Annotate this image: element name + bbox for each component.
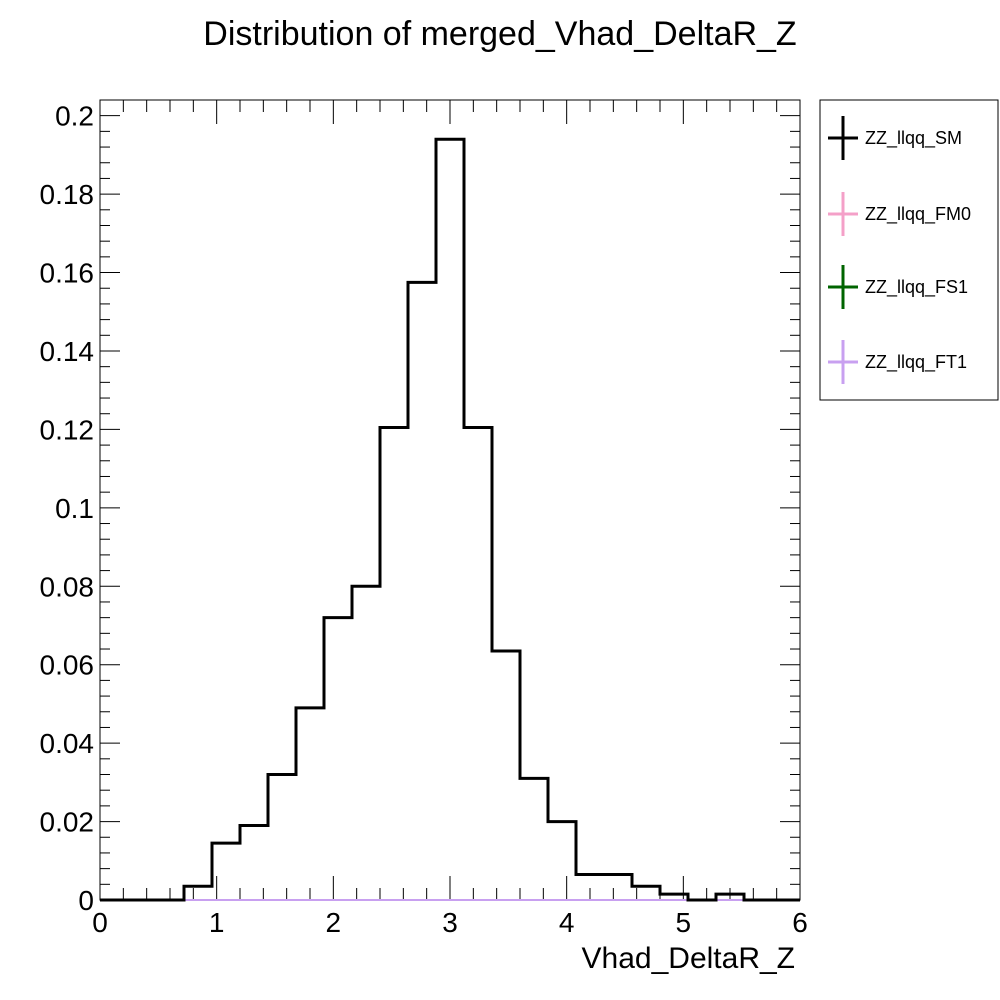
- x-tick-label: 1: [209, 907, 225, 938]
- legend-label: ZZ_llqq_FM0: [865, 204, 971, 225]
- chart-title: Distribution of merged_Vhad_DeltaR_Z: [203, 15, 796, 53]
- plot-frame: [99, 99, 801, 901]
- legend-label: ZZ_llqq_FT1: [865, 352, 967, 373]
- y-tick-label: 0.08: [40, 571, 95, 602]
- y-tick-label: 0.06: [40, 650, 95, 681]
- x-tick-label: 6: [792, 907, 808, 938]
- legend-box: [819, 99, 999, 401]
- x-tick-label: 3: [442, 907, 458, 938]
- x-axis: 0 1 2 3 4 5 6: [92, 100, 808, 938]
- legend-item-zz-llqq-fs1: ZZ_llqq_FS1: [828, 265, 968, 309]
- legend-item-zz-llqq-fm0: ZZ_llqq_FM0: [828, 192, 971, 236]
- legend-label: ZZ_llqq_FS1: [865, 277, 968, 298]
- x-tick-label: 2: [326, 907, 342, 938]
- y-tick-label: 0.1: [55, 493, 94, 524]
- legend-item-zz-llqq-sm: ZZ_llqq_SM: [828, 116, 962, 160]
- legend-label: ZZ_llqq_SM: [865, 128, 962, 149]
- y-axis: 0 0.02 0.04 0.06 0.08 0.1 0.12 0.14 0.16 0.18 0.2: [40, 101, 800, 916]
- y-tick-label: 0: [78, 885, 94, 916]
- y-tick-label: 0.12: [40, 414, 95, 445]
- x-tick-label: 5: [676, 907, 692, 938]
- x-tick-label: 0: [92, 907, 108, 938]
- x-tick-label: 4: [559, 907, 575, 938]
- x-axis-label: Vhad_DeltaR_Z: [582, 942, 795, 975]
- y-tick-label: 0.02: [40, 807, 95, 838]
- y-tick-label: 0.16: [40, 258, 95, 289]
- y-tick-label: 0.04: [40, 728, 95, 759]
- legend: ZZ_llqq_SM ZZ_llqq_FM0 ZZ_llqq_FS1 ZZ_llqq_…: [819, 99, 999, 401]
- y-tick-label: 0.14: [40, 336, 95, 367]
- y-tick-label: 0.18: [40, 179, 95, 210]
- y-tick-label: 0.2: [55, 101, 94, 132]
- legend-item-zz-llqq-ft1: ZZ_llqq_FT1: [828, 340, 967, 384]
- histogram-series-zz-llqq-sm: [100, 137, 800, 902]
